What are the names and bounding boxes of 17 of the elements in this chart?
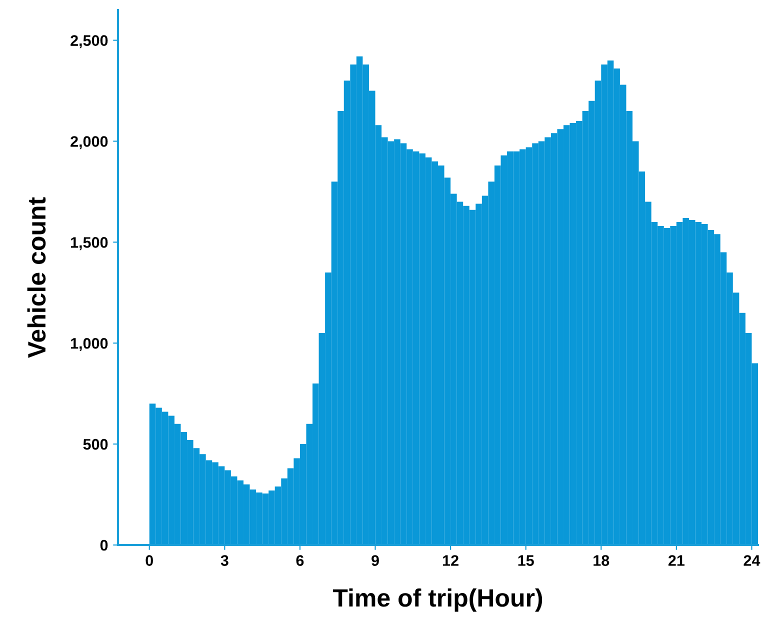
y-tick-label: 500: [83, 438, 108, 450]
x-tick-label: 3: [220, 555, 228, 566]
x-axis-title: Time of trip(Hour): [332, 588, 542, 612]
x-tick-label: 15: [518, 555, 534, 566]
x-tick-label: 18: [594, 555, 610, 566]
x-tick-label: 0: [146, 555, 153, 566]
y-tick-label: 1,000: [71, 338, 108, 352]
x-tick-label: 24: [744, 555, 760, 566]
x-tick-label: 12: [443, 555, 458, 566]
y-axis-title: Vehicle count: [27, 197, 46, 358]
y-tick-label: 1,500: [71, 237, 108, 250]
y-tick-label: 2,500: [70, 35, 108, 48]
y-tick-label: 0: [100, 540, 108, 551]
x-tick-label: 9: [372, 555, 379, 566]
x-tick-label: 21: [668, 555, 685, 566]
x-tick-label: 6: [296, 555, 304, 566]
y-tick-label: 2,000: [70, 136, 108, 150]
